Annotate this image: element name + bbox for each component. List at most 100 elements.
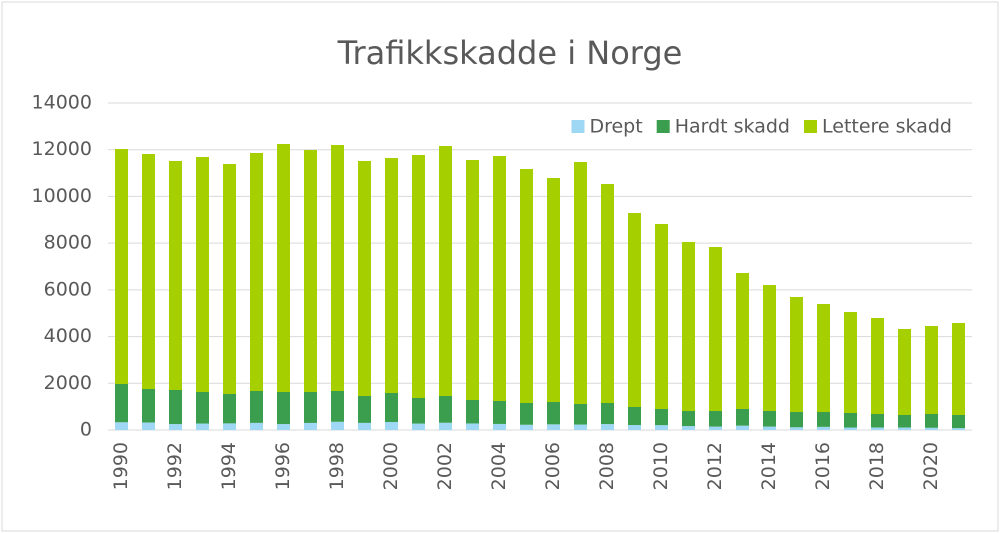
x-tick-label: 2000: [380, 442, 402, 490]
bar-segment: [574, 424, 587, 430]
bar-segment: [844, 427, 857, 430]
bar-segment: [412, 398, 425, 424]
legend-label: Drept: [589, 116, 642, 138]
bar-segment: [520, 424, 533, 430]
bar-segment: [952, 323, 965, 416]
y-tick-label: 6000: [44, 278, 92, 300]
bar-segment: [385, 158, 398, 394]
bar-segment: [466, 423, 479, 430]
x-tick-label: 2012: [704, 442, 726, 490]
bar-segment: [790, 297, 803, 413]
bar-segment: [196, 423, 209, 430]
bar-segment: [466, 400, 479, 424]
bar-segment: [277, 424, 290, 430]
bar-segment: [169, 160, 182, 390]
x-tick-label: 1996: [272, 442, 294, 490]
x-tick-label: 1990: [110, 442, 132, 490]
bar-segment: [898, 329, 911, 416]
bar-segment: [115, 383, 128, 423]
bar-segment: [385, 422, 398, 430]
x-tick-label: 2020: [920, 442, 942, 490]
bar-segment: [763, 411, 776, 427]
bar-segment: [466, 159, 479, 401]
bar-segment: [142, 154, 155, 390]
bar-segment: [790, 412, 803, 428]
bar-segment: [304, 422, 317, 430]
bar-segment: [439, 395, 452, 423]
bar-segment: [547, 401, 560, 425]
bar-segment: [628, 425, 641, 430]
y-tick-label: 10000: [32, 185, 92, 207]
x-tick-label: 2006: [542, 442, 564, 490]
bar-segment: [682, 411, 695, 427]
x-tick-label: 2014: [758, 442, 780, 490]
bar-segment: [601, 424, 614, 430]
bar-segment: [817, 412, 830, 427]
bar-segment: [223, 423, 236, 430]
x-tick-label: 1994: [218, 442, 240, 490]
bar-segment: [169, 424, 182, 430]
bar-segment: [304, 149, 317, 392]
bar-segment: [115, 422, 128, 430]
x-tick-label: 2016: [812, 442, 834, 490]
bar-segment: [520, 169, 533, 403]
bar-segment: [250, 422, 263, 430]
bar-segment: [925, 427, 938, 430]
bar-segment: [493, 423, 506, 430]
legend-label: Lettere skadd: [822, 116, 952, 138]
bar-segment: [682, 241, 695, 412]
y-tick-label: 2000: [44, 372, 92, 394]
bar-segment: [358, 160, 371, 396]
x-tick-label: 1998: [326, 442, 348, 490]
bar-segment: [682, 426, 695, 430]
bar-segment: [601, 184, 614, 403]
bar-segment: [628, 406, 641, 426]
bar-segment: [871, 427, 884, 430]
bar-segment: [439, 146, 452, 396]
bar-segment: [628, 213, 641, 407]
bar-segment: [331, 421, 344, 430]
bar-segment: [115, 149, 128, 384]
bar-segment: [736, 425, 749, 430]
y-tick-label: 0: [80, 419, 92, 441]
bar-segment: [412, 423, 425, 430]
bar-segment: [358, 395, 371, 423]
legend-swatch: [571, 120, 585, 133]
bar-segment: [223, 163, 236, 395]
bar-segment: [844, 412, 857, 428]
bar-segment: [601, 402, 614, 425]
bar-segment: [871, 318, 884, 415]
bar-segment: [196, 391, 209, 424]
y-tick-label: 14000: [32, 92, 92, 114]
bar-segment: [763, 426, 776, 430]
bar-segment: [736, 409, 749, 426]
bar-segment: [952, 428, 965, 430]
bar-segment: [655, 223, 668, 410]
bar-segment: [520, 402, 533, 425]
legend-swatch: [656, 120, 670, 133]
bar-segment: [223, 394, 236, 424]
y-tick-label: 12000: [32, 138, 92, 160]
bar-segment: [250, 153, 263, 391]
bar-segment: [925, 325, 938, 415]
bar-segment: [250, 390, 263, 423]
y-tick-label: 8000: [44, 232, 92, 254]
bar-segment: [142, 389, 155, 423]
bar-segment: [358, 422, 371, 430]
bar-segment: [142, 422, 155, 430]
bar-segment: [817, 304, 830, 413]
bar-segment: [898, 427, 911, 430]
bar-segment: [331, 390, 344, 422]
bar-segment: [493, 155, 506, 401]
bar-segment: [196, 157, 209, 392]
bar-segment: [493, 400, 506, 424]
bar-segment: [898, 415, 911, 428]
bar-segment: [844, 311, 857, 413]
bar-segment: [871, 414, 884, 428]
bar-segment: [574, 404, 587, 425]
chart-title: Trafikkskadde i Norge: [337, 34, 683, 72]
bar-segment: [169, 389, 182, 425]
bar-segment: [439, 422, 452, 430]
y-tick-label: 4000: [44, 325, 92, 347]
